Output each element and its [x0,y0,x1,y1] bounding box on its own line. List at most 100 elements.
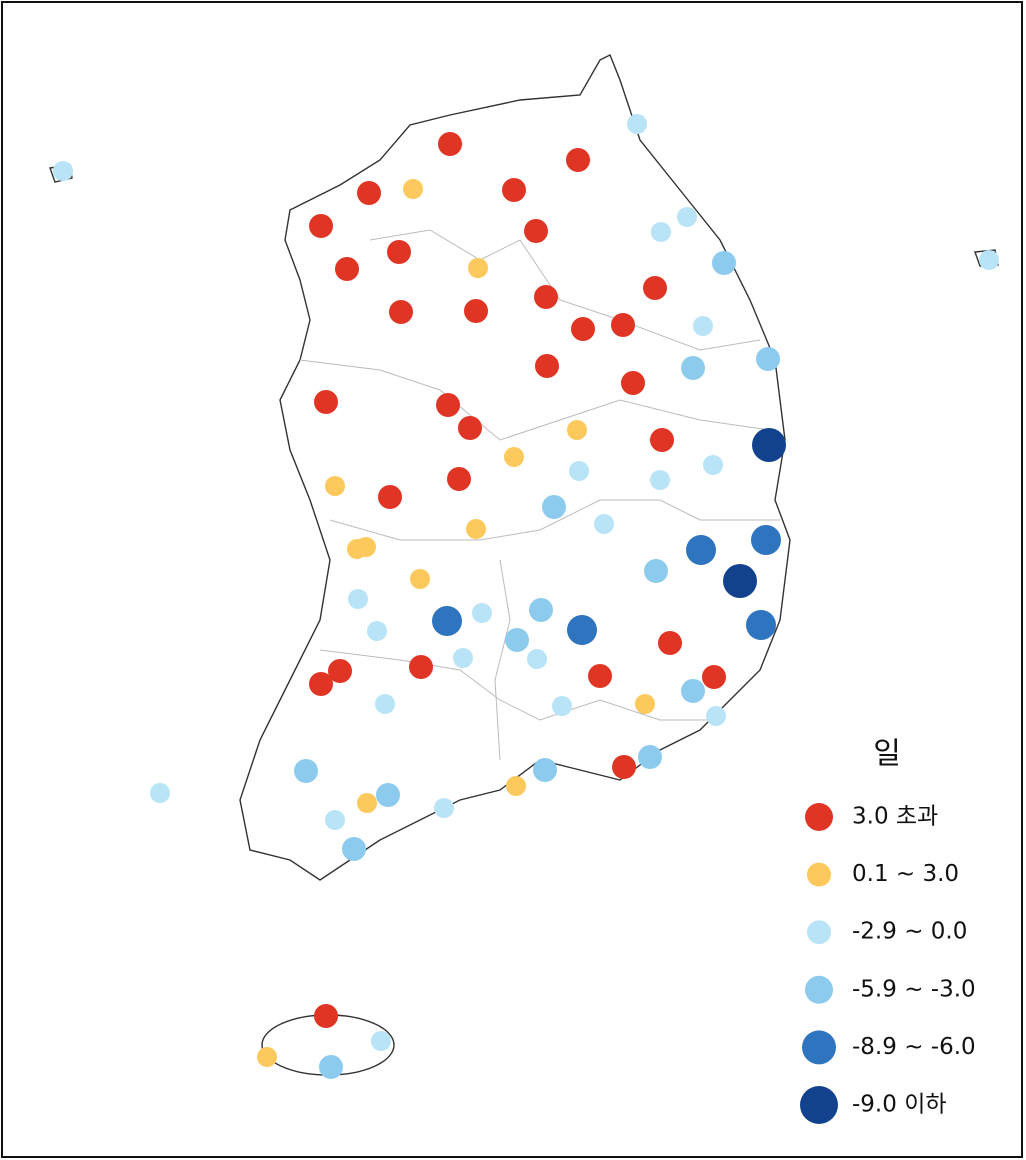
station-dot [644,559,668,583]
station-dot [979,250,999,270]
boundary [299,359,771,441]
station-dot [611,313,635,337]
boundary [369,229,761,351]
station-dot [387,240,411,264]
station-dot [314,1004,338,1028]
station-dot [438,132,462,156]
station-dot [635,694,655,714]
station-dot [693,316,713,336]
station-dot [367,621,387,641]
station-dot [524,219,548,243]
legend-label: -9.0 이하 [852,1092,947,1118]
station-dot [319,1055,343,1079]
boundaries [299,229,780,761]
stations [53,114,999,1079]
station-dot [472,603,492,623]
station-dot [371,1031,391,1051]
station-dot [552,696,572,716]
station-dot [588,664,612,688]
station-dot [533,758,557,782]
station-dot [535,354,559,378]
station-dot [612,755,636,779]
station-dot [542,495,566,519]
station-dot [409,655,433,679]
station-dot [650,428,674,452]
station-dot [706,706,726,726]
station-dot [506,776,526,796]
station-dot [389,300,413,324]
legend-label: 3.0 초과 [852,804,938,830]
station-dot [686,535,716,565]
station-dot [357,793,377,813]
station-dot [257,1047,277,1067]
station-dot [621,371,645,395]
station-dot [504,447,524,467]
station-dot [571,317,595,341]
station-dot [342,837,366,861]
station-dot [677,207,697,227]
station-dot [567,615,597,645]
station-dot [328,659,352,683]
station-dot [712,251,736,275]
legend-swatch [800,1086,838,1124]
station-dot [335,257,359,281]
station-dot [756,347,780,371]
station-dot [566,148,590,172]
station-dot [436,393,460,417]
legend-swatch [802,1030,836,1065]
station-dot [403,179,423,199]
legend-label: -8.9 ~ -6.0 [852,1034,976,1060]
station-dot [638,745,662,769]
legend-swatch [805,803,833,831]
mainland [239,54,791,881]
station-dot [703,455,723,475]
station-dot [681,679,705,703]
legend-swatch [807,920,831,945]
station-dot [569,461,589,481]
station-dot [534,285,558,309]
legend-swatch [805,975,833,1004]
legend-label: -2.9 ~ 0.0 [852,919,967,945]
station-dot [681,356,705,380]
station-dot [527,649,547,669]
station-dot [468,258,488,278]
station-dot [650,470,670,490]
station-dot [376,783,400,807]
station-dot [702,665,726,689]
station-dot [434,798,454,818]
station-dot [529,598,553,622]
station-dot [464,299,488,323]
station-dot [150,783,170,803]
station-dot [505,628,529,652]
station-dot [357,181,381,205]
station-dot [432,606,462,636]
boundary [319,649,720,721]
station-dot [309,214,333,238]
station-dot [752,428,786,462]
station-dot [309,672,333,696]
station-dot [453,648,473,668]
station-dot [458,416,482,440]
station-dot [314,390,338,414]
station-dot [447,467,471,491]
legend-swatch [807,862,831,887]
station-dot [723,564,757,598]
station-dot [658,631,682,655]
station-dot [348,589,368,609]
station-dot [746,610,776,640]
station-dot [466,519,486,539]
station-dot [375,694,395,714]
station-dot [651,222,671,242]
boundary [494,559,511,761]
station-dot [294,759,318,783]
station-dot [325,476,345,496]
legend: 3.0 초과 0.1 ~ 3.0 -2.9 ~ 0.0 -5.9 ~ -3.0 -8.9… [800,803,976,1124]
legend-label: 0.1 ~ 3.0 [852,861,959,887]
station-dot [378,485,402,509]
boundary [329,499,780,541]
station-dot [502,178,526,202]
station-dot [356,537,376,557]
legend-label: -5.9 ~ -3.0 [852,976,976,1002]
legend-title: 일 [873,737,901,772]
